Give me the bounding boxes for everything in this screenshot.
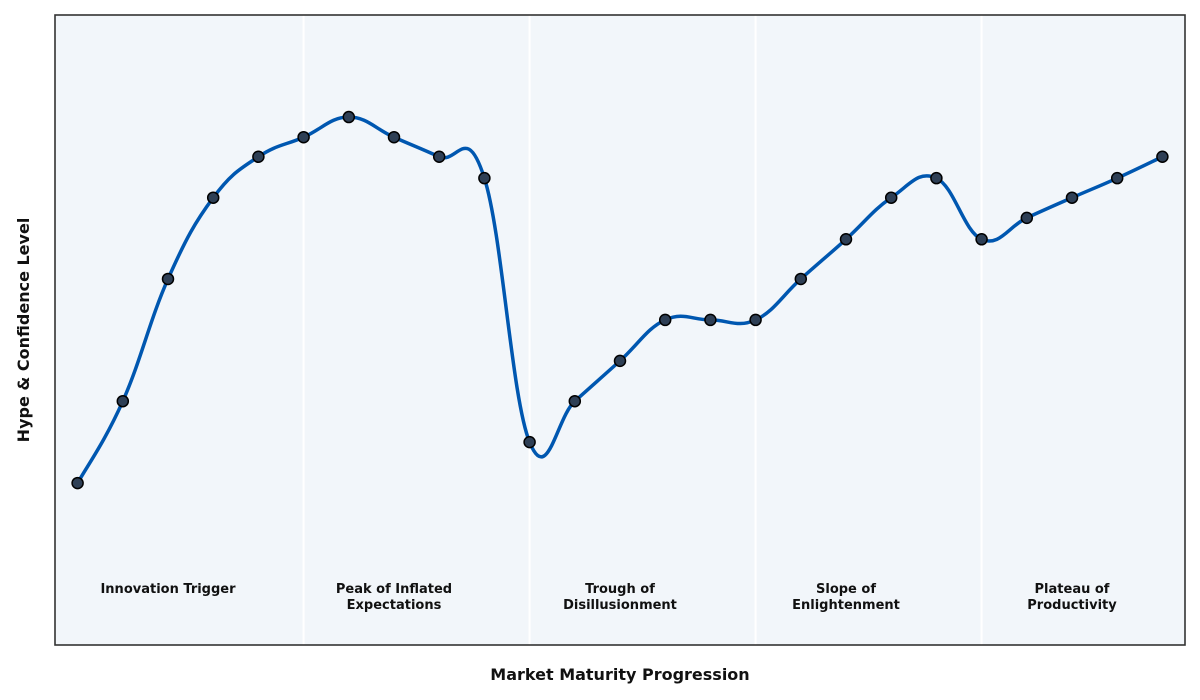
plot-frame (54, 14, 1186, 646)
data-point (749, 313, 762, 327)
data-point (794, 272, 808, 286)
data-point (568, 394, 582, 408)
data-point (1020, 211, 1034, 225)
data-point (206, 191, 220, 204)
data-point (161, 272, 175, 286)
phase-label: Trough of Disillusionment (563, 582, 677, 613)
data-point (387, 130, 401, 144)
data-point (1065, 191, 1079, 204)
data-point (523, 435, 536, 449)
data-point (1110, 171, 1124, 185)
data-point (1156, 150, 1169, 163)
data-point (839, 233, 853, 246)
x-axis-label: Market Maturity Progression (490, 665, 749, 684)
plot-background (55, 15, 1185, 645)
phase-label: Innovation Trigger (100, 582, 236, 597)
data-point (613, 354, 627, 368)
data-point (658, 313, 672, 327)
data-point (342, 110, 356, 124)
phase-label: Plateau of Productivity (1027, 582, 1117, 613)
data-point (478, 171, 491, 185)
data-point (930, 171, 943, 185)
data-point (297, 130, 310, 144)
data-point (432, 150, 446, 163)
data-point (252, 150, 265, 163)
data-point (884, 191, 898, 204)
data-point (116, 394, 130, 408)
data-point (704, 313, 717, 327)
data-point (975, 233, 988, 246)
phase-label: Slope of Enlightenment (792, 582, 900, 613)
data-point (71, 476, 84, 490)
y-axis-label: Hype & Confidence Level (14, 218, 33, 443)
phase-label: Peak of Inflated Expectations (335, 582, 453, 613)
